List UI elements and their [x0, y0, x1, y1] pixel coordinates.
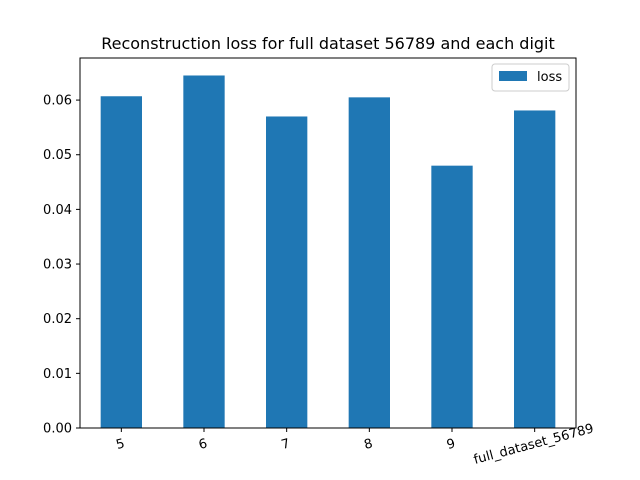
- x-tick-label: 9: [445, 436, 457, 453]
- y-tick-label: 0.06: [43, 94, 72, 109]
- plot-frame: [79, 57, 577, 429]
- legend-box: [491, 63, 570, 92]
- y-tick-label: 0.05: [43, 148, 72, 163]
- bar-9: [431, 165, 473, 428]
- y-axis-ticks: 0.00 0.01 0.02 0.03 0.04 0.05 0.06: [43, 94, 80, 437]
- x-tick-label: 6: [197, 436, 209, 453]
- y-tick-label: 0.04: [43, 203, 72, 218]
- bar-7: [266, 116, 308, 429]
- y-tick-label: 0.01: [43, 367, 72, 382]
- x-tick-label: 8: [362, 436, 374, 453]
- bars-group: [100, 75, 556, 429]
- x-tick-label: 5: [114, 436, 126, 453]
- y-tick-label: 0.00: [43, 422, 72, 437]
- x-tick-label: 7: [280, 436, 292, 453]
- bar-full_dataset_56789: [514, 110, 556, 428]
- legend-label: loss: [537, 70, 562, 85]
- bar-6: [183, 75, 225, 428]
- bar-5: [100, 96, 142, 428]
- legend-swatch: [499, 71, 527, 81]
- y-tick-label: 0.02: [43, 312, 72, 327]
- bar-8: [348, 97, 390, 429]
- y-tick-label: 0.03: [43, 258, 72, 273]
- chart-title: Reconstruction loss for full dataset 567…: [101, 34, 555, 53]
- legend: loss: [491, 63, 570, 92]
